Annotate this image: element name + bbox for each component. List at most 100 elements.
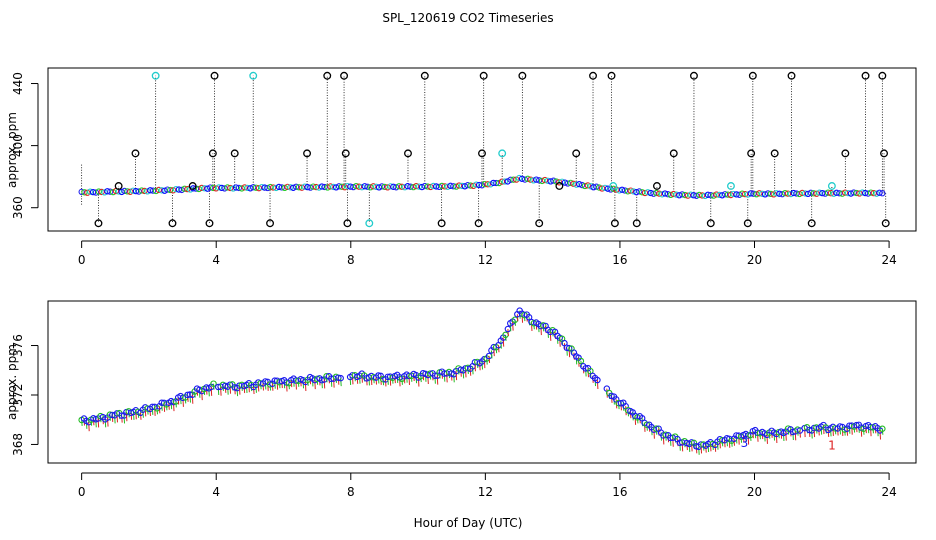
co2-error-tick <box>811 430 813 439</box>
baseline-point <box>799 189 806 197</box>
spike-point <box>151 71 160 80</box>
baseline-point <box>644 189 652 196</box>
baseline-point <box>516 174 523 182</box>
baseline-point <box>767 190 774 198</box>
baseline-point <box>461 183 468 190</box>
baseline-point <box>710 192 717 199</box>
bot-x-tick-label: 16 <box>612 485 627 499</box>
co2-error-tick <box>625 406 627 416</box>
co2-point <box>653 425 660 432</box>
spike-point <box>437 219 446 228</box>
baseline-point <box>458 182 466 190</box>
baseline-point <box>301 183 308 190</box>
spike-point <box>610 219 619 228</box>
baseline-point <box>810 190 817 197</box>
top-plot-frame <box>47 67 917 232</box>
baseline-point <box>221 185 228 192</box>
baseline-point <box>401 184 408 191</box>
baseline-point <box>804 190 812 198</box>
spike-point <box>323 71 332 80</box>
co2-error-tick <box>688 443 691 452</box>
baseline-point <box>138 187 145 194</box>
co2-error-tick <box>481 361 483 370</box>
co2-error-tick <box>107 417 109 427</box>
co2-point <box>577 357 585 365</box>
baseline-point <box>304 184 311 191</box>
spike-point <box>341 149 350 158</box>
co2-error-tick <box>846 428 849 436</box>
baseline-point <box>541 176 549 184</box>
baseline-point <box>121 187 128 195</box>
co2-error-tick <box>717 441 719 450</box>
co2-error-tick <box>368 377 370 386</box>
co2-error-tick <box>304 381 307 391</box>
baseline-point <box>132 188 140 195</box>
baseline-point <box>241 184 248 191</box>
top-points <box>78 71 890 228</box>
co2-error-tick <box>149 408 151 416</box>
baseline-point <box>387 183 394 190</box>
spike-point <box>535 219 544 228</box>
baseline-point <box>427 183 434 191</box>
spike-point <box>131 149 140 158</box>
co2-point <box>335 374 342 381</box>
co2-error-tick <box>333 378 335 388</box>
baseline-point <box>764 190 772 197</box>
spike-point <box>607 71 616 80</box>
baseline-point <box>270 184 277 191</box>
co2-error-tick <box>417 377 420 387</box>
baseline-point <box>856 190 863 197</box>
baseline-point <box>576 180 583 188</box>
panel-top: 0 4 8 12 16 20 24 360 400 440 approx. ppm <box>5 67 917 267</box>
baseline-point <box>750 190 757 197</box>
baseline-point <box>736 191 743 198</box>
baseline-point <box>618 186 626 193</box>
baseline-point <box>696 191 703 199</box>
baseline-point <box>567 179 574 187</box>
baseline-point <box>438 182 446 190</box>
baseline-point <box>441 183 448 190</box>
co2-error-tick <box>132 411 135 420</box>
spike-point <box>652 182 661 190</box>
baseline-point <box>330 183 337 191</box>
baseline-point <box>312 183 320 191</box>
top-x-tick-label: 8 <box>347 253 355 267</box>
bottom-plot-frame <box>47 300 917 464</box>
baseline-point <box>393 184 400 191</box>
baseline-point <box>144 188 151 195</box>
baseline-point <box>584 182 591 189</box>
co2-error-tick <box>818 428 820 436</box>
spike-point <box>94 219 103 228</box>
baseline-point <box>424 183 431 190</box>
baseline-point <box>435 183 443 191</box>
baseline-point <box>464 182 471 189</box>
co2-error-tick <box>140 412 142 420</box>
bot-x-tick-label: 24 <box>881 485 896 499</box>
co2-error-tick <box>516 314 519 322</box>
spike-point <box>266 219 274 228</box>
co2-error-tick <box>359 375 361 384</box>
baseline-point <box>338 183 346 190</box>
baseline-point <box>295 184 303 191</box>
top-x-tick-label: 24 <box>881 253 896 267</box>
co2-error-tick <box>375 377 378 385</box>
baseline-point <box>836 190 843 197</box>
baseline-point <box>721 191 729 198</box>
baseline-point <box>195 185 203 193</box>
baseline-point <box>184 185 191 193</box>
baseline-point <box>407 183 414 190</box>
baseline-point <box>813 190 820 197</box>
baseline-point <box>310 183 317 190</box>
co2-error-tick <box>733 438 735 446</box>
co2-point <box>867 423 874 431</box>
baseline-point <box>787 190 794 198</box>
co2-error-tick <box>830 428 832 437</box>
co2-error-tick <box>349 376 352 386</box>
baseline-point <box>81 189 88 196</box>
baseline-point <box>627 187 634 194</box>
co2-point <box>337 374 344 382</box>
co2-error-tick <box>775 433 778 443</box>
baseline-point <box>770 191 777 198</box>
baseline-point <box>827 190 835 197</box>
spike-point <box>827 182 836 190</box>
